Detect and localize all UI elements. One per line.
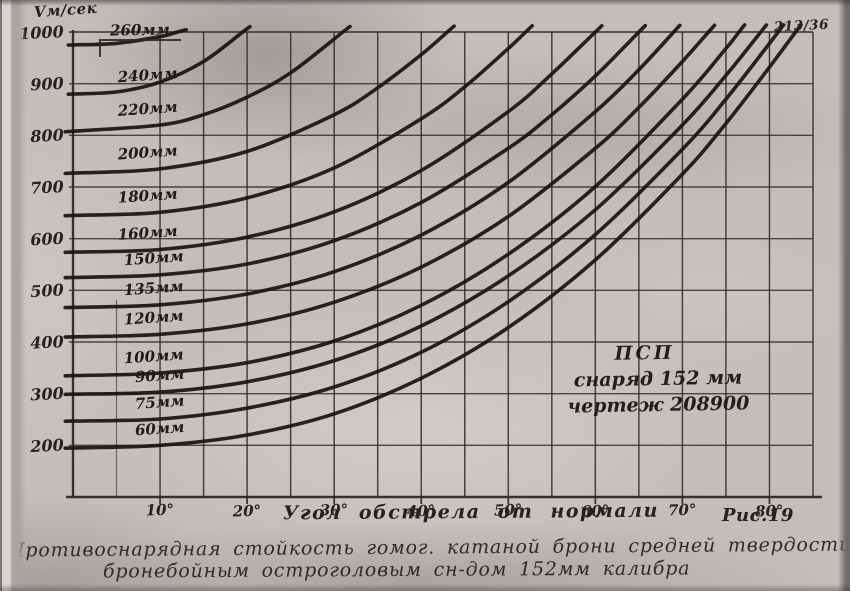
x-tick-label: 20° [231, 502, 261, 521]
figure-number: Рис.19 [722, 505, 794, 526]
curve-label: 220мм [116, 98, 178, 120]
armor-curve-220mm [63, 24, 352, 134]
penetration-chart-canvas: 10° 20° 30° 40° 50° 60° 70° 80° 1000 900 800 700 600… [19, 20, 822, 521]
curve-label: 120мм [123, 307, 184, 329]
y-tick-label: 800 [29, 125, 64, 146]
armor-curve-200mm [63, 24, 456, 176]
x-tick-label: 40° [407, 502, 436, 521]
armor-curve-240mm [66, 24, 252, 97]
curve-label: 160мм [117, 222, 178, 244]
curve-label: 180мм [117, 185, 178, 207]
y-tick-label: 400 [30, 332, 64, 353]
caption-line-2: бронебойным остроголовым сн-дом 152мм ка… [102, 557, 691, 583]
y-tick-label: 900 [30, 74, 64, 95]
armor-curve-135mm [63, 23, 682, 310]
armor-curve-60mm [63, 23, 803, 450]
curve-label: 135мм [123, 277, 184, 299]
y-tick-label: 1000 [19, 22, 64, 43]
curve-label: 260мм [109, 20, 170, 39]
y-tick-label: 700 [30, 177, 64, 198]
shell-annotation: ПСП снаряд 152 мм чертеж 208900 [548, 338, 767, 420]
annotation-line-1: ПСП [614, 341, 675, 365]
caption-line-1: Противоснарядная стойкость гомог. катано… [7, 532, 850, 562]
armor-curve-75mm [63, 23, 786, 424]
curve-label-bracket [99, 39, 181, 57]
armor-curve-150mm [63, 23, 647, 280]
y-tick-label: 200 [29, 435, 64, 456]
x-tick-label: 50° [494, 501, 523, 520]
y-tick-label: 500 [30, 280, 64, 301]
armor-curve-160mm [63, 24, 604, 255]
annotation-line-2: снаряд 152 мм [573, 366, 743, 392]
x-axis-title: Угол обстрела от нормали [282, 499, 659, 525]
x-tick-label: 30° [320, 501, 349, 520]
armor-curve-90mm [63, 23, 769, 397]
x-tick-label: 10° [145, 501, 174, 520]
curve-label: 150мм [123, 247, 184, 269]
y-tick-label: 600 [30, 229, 64, 250]
y-tick-label: 300 [30, 384, 64, 405]
armor-curve-100mm [63, 23, 747, 378]
armor-curve-180mm [63, 24, 534, 218]
x-tick-label: 60° [581, 502, 610, 521]
curve-label: 75мм [134, 392, 185, 413]
curve-label: 200мм [116, 141, 178, 163]
armor-curve-120mm [63, 23, 717, 339]
x-tick-label: 70° [668, 501, 697, 520]
curve-label: 60мм [134, 418, 185, 439]
curve-label: 100мм [123, 345, 184, 367]
annotation-line-3: чертеж 208900 [567, 392, 750, 418]
curve-label: 240мм [116, 64, 178, 86]
y-axis-title: Скорость удара [0, 171, 20, 353]
x-tick-label: 80° [755, 502, 784, 521]
document-number: 213/36 [773, 16, 830, 36]
curve-label: 90мм [134, 365, 185, 386]
photo-edge-bottom [0, 584, 850, 591]
